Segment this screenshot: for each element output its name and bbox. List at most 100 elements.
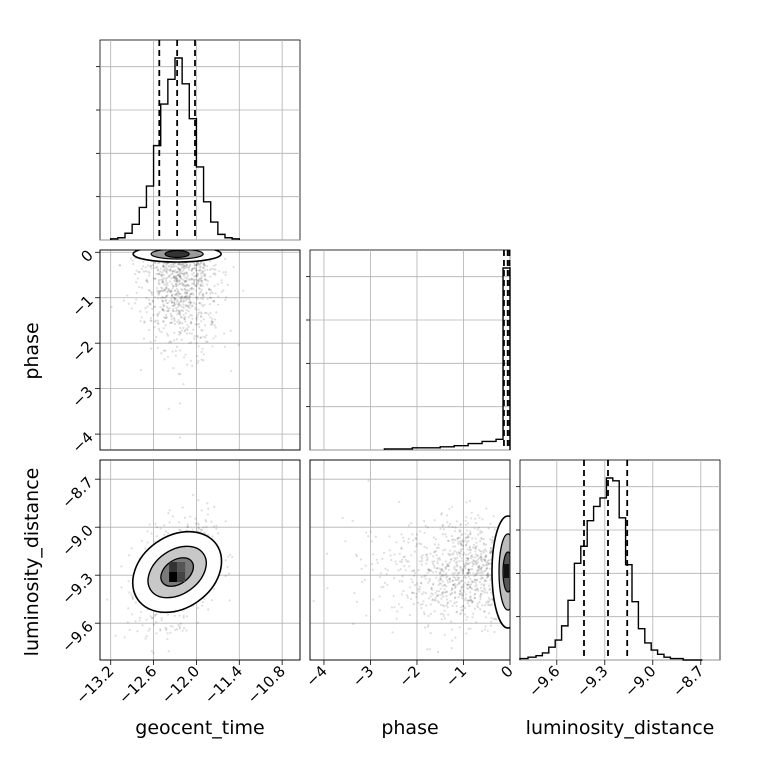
sample-point xyxy=(449,553,452,556)
sample-point xyxy=(355,600,359,603)
sample-point xyxy=(191,267,194,271)
sample-point xyxy=(447,565,450,568)
sample-point xyxy=(423,575,426,578)
sample-point xyxy=(424,524,427,527)
sample-point xyxy=(183,627,186,630)
sample-point xyxy=(204,311,207,314)
sample-point xyxy=(182,278,185,281)
sample-point xyxy=(475,545,478,548)
sample-point xyxy=(484,548,487,551)
sample-point xyxy=(474,537,477,540)
sample-point xyxy=(365,531,368,534)
sample-point xyxy=(172,265,175,268)
sample-point xyxy=(153,266,156,269)
sample-point xyxy=(154,277,157,280)
sample-point xyxy=(442,614,446,618)
sample-point xyxy=(126,294,129,297)
sample-point xyxy=(453,565,456,568)
sample-point xyxy=(167,532,170,535)
sample-point xyxy=(164,317,167,320)
sample-point xyxy=(462,553,465,557)
sample-point xyxy=(213,272,216,275)
sample-point xyxy=(474,553,477,556)
sample-point xyxy=(376,561,379,565)
sample-point xyxy=(402,590,405,593)
sample-point xyxy=(388,549,391,552)
sample-point xyxy=(480,566,483,570)
sample-point xyxy=(157,282,160,285)
sample-point xyxy=(200,509,203,512)
sample-point xyxy=(149,319,152,322)
sample-point xyxy=(202,526,205,529)
sample-point xyxy=(479,594,482,597)
sample-point xyxy=(177,303,180,306)
sample-point xyxy=(408,565,411,568)
sample-point xyxy=(178,330,181,333)
sample-point xyxy=(478,571,481,575)
sample-point xyxy=(425,604,428,607)
sample-point xyxy=(174,276,177,279)
sample-point xyxy=(449,561,452,564)
sample-point xyxy=(178,436,182,439)
sample-point xyxy=(186,263,189,267)
sample-point xyxy=(444,573,447,576)
sample-point xyxy=(185,271,188,275)
sample-point xyxy=(163,304,166,307)
density-cell xyxy=(169,562,178,572)
sample-point xyxy=(211,317,214,320)
sample-point xyxy=(199,279,202,282)
sample-point xyxy=(486,603,490,606)
sample-point xyxy=(414,537,417,540)
sample-point xyxy=(140,539,143,543)
sample-point xyxy=(479,554,482,557)
sample-point xyxy=(161,264,165,267)
sample-point xyxy=(154,277,157,280)
sample-point xyxy=(405,594,408,597)
sample-point xyxy=(161,271,164,274)
sample-point xyxy=(441,562,444,565)
sample-point xyxy=(181,266,184,269)
sample-point xyxy=(151,293,154,296)
sample-point xyxy=(160,617,163,620)
sample-point xyxy=(167,309,170,312)
sample-point xyxy=(454,571,457,574)
sample-point xyxy=(415,592,418,596)
sample-point xyxy=(367,479,370,482)
sample-point xyxy=(180,288,183,291)
sample-point xyxy=(160,619,163,622)
sample-point xyxy=(467,539,470,543)
sample-point xyxy=(423,531,426,534)
sample-point xyxy=(165,279,168,283)
sample-point xyxy=(184,315,187,319)
sample-point xyxy=(382,585,385,589)
sample-point xyxy=(222,289,225,292)
sample-point xyxy=(170,300,174,303)
sample-point xyxy=(471,568,474,571)
sample-point xyxy=(475,578,478,581)
sample-point xyxy=(454,584,457,587)
sample-point xyxy=(480,593,483,596)
sample-point xyxy=(466,599,469,602)
sample-point xyxy=(488,598,491,602)
sample-point xyxy=(134,620,137,623)
sample-point xyxy=(415,545,418,548)
sample-point xyxy=(175,285,178,288)
sample-point xyxy=(135,269,138,272)
sample-point xyxy=(202,266,205,269)
sample-point xyxy=(428,577,431,581)
sample-point xyxy=(473,596,476,600)
sample-point xyxy=(161,308,164,311)
sample-point xyxy=(432,582,435,585)
sample-point xyxy=(182,313,185,316)
sample-point xyxy=(474,550,477,553)
sample-point xyxy=(479,556,482,559)
sample-point xyxy=(179,296,182,299)
sample-point xyxy=(422,611,426,614)
sample-point xyxy=(468,599,471,602)
sample-point xyxy=(427,581,430,584)
sample-point xyxy=(161,278,164,281)
sample-point xyxy=(427,568,430,571)
sample-point xyxy=(204,336,207,339)
sample-point xyxy=(470,599,473,602)
sample-point xyxy=(487,562,491,565)
